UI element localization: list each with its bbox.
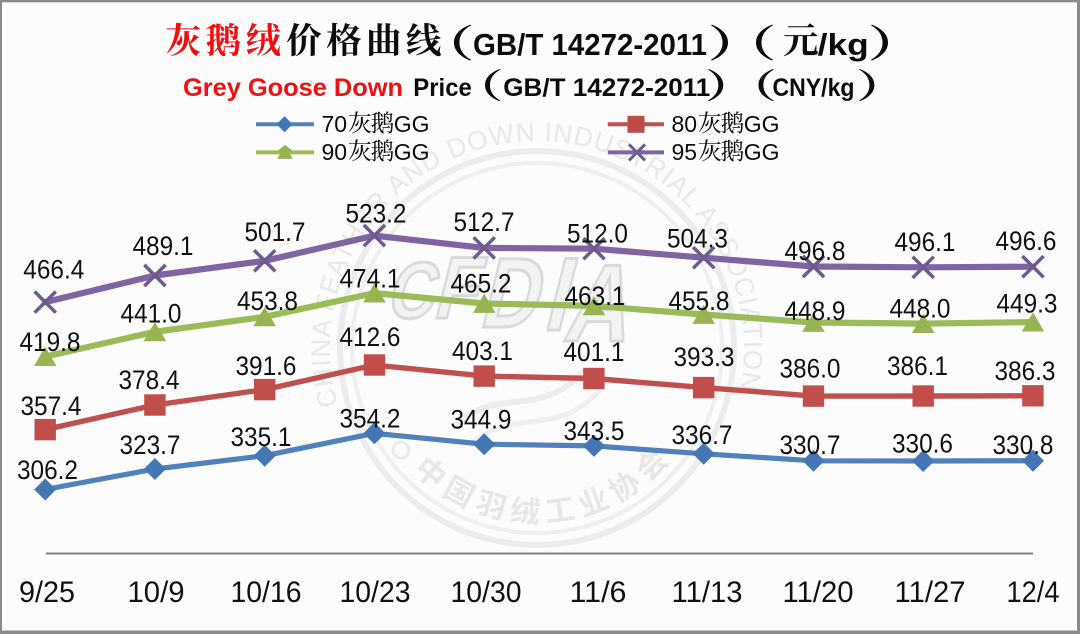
- svg-text:95: 95: [672, 139, 698, 165]
- svg-text:11/27: 11/27: [895, 576, 966, 609]
- svg-text:401.1: 401.1: [564, 337, 625, 367]
- svg-text:10/16: 10/16: [231, 576, 302, 609]
- svg-text:463.1: 463.1: [565, 281, 626, 311]
- svg-text:504.3: 504.3: [667, 224, 728, 254]
- svg-text:496.1: 496.1: [895, 227, 956, 257]
- svg-text:412.6: 412.6: [340, 322, 401, 352]
- svg-text:330.8: 330.8: [993, 430, 1054, 460]
- svg-text:465.2: 465.2: [451, 269, 512, 299]
- svg-text:306.2: 306.2: [17, 455, 78, 485]
- svg-text:496.6: 496.6: [996, 226, 1057, 256]
- svg-text:386.3: 386.3: [995, 356, 1056, 386]
- svg-text:403.1: 403.1: [452, 336, 513, 366]
- svg-text:501.7: 501.7: [245, 217, 306, 247]
- svg-text:357.4: 357.4: [21, 391, 82, 421]
- svg-text:Grey Goose Down: Grey Goose Down: [183, 74, 403, 102]
- svg-text:386.0: 386.0: [780, 354, 841, 384]
- svg-text:474.1: 474.1: [340, 264, 401, 294]
- svg-text:419.8: 419.8: [20, 327, 81, 357]
- svg-text:90: 90: [322, 139, 348, 165]
- svg-text:Price: Price: [413, 74, 472, 102]
- svg-text:GG: GG: [744, 111, 780, 137]
- svg-text:523.2: 523.2: [346, 199, 407, 229]
- svg-text:GG: GG: [744, 139, 780, 165]
- svg-text:11/6: 11/6: [570, 576, 627, 609]
- svg-text:10/9: 10/9: [128, 576, 185, 609]
- svg-text:10/23: 10/23: [340, 576, 411, 609]
- svg-text:354.2: 354.2: [340, 404, 401, 434]
- svg-text:GG: GG: [394, 111, 430, 137]
- svg-text:455.8: 455.8: [669, 286, 730, 316]
- svg-text:323.7: 323.7: [120, 430, 181, 460]
- svg-text:330.6: 330.6: [892, 429, 953, 459]
- svg-text:11/13: 11/13: [672, 576, 743, 609]
- svg-text:9/25: 9/25: [19, 576, 75, 609]
- svg-text:10/30: 10/30: [451, 576, 522, 609]
- svg-text:512.7: 512.7: [454, 207, 515, 237]
- svg-text:441.0: 441.0: [121, 299, 182, 329]
- svg-text:378.4: 378.4: [119, 365, 180, 395]
- svg-text:335.1: 335.1: [231, 422, 292, 452]
- svg-text:70: 70: [322, 111, 348, 137]
- svg-text:GG: GG: [394, 139, 430, 165]
- svg-text:449.3: 449.3: [997, 289, 1058, 319]
- svg-text:391.6: 391.6: [236, 351, 297, 381]
- svg-text:GB/T 14272-2011: GB/T 14272-2011: [503, 74, 710, 102]
- svg-text:344.9: 344.9: [451, 405, 512, 435]
- svg-text:336.7: 336.7: [672, 420, 733, 450]
- svg-text:12/4: 12/4: [1007, 576, 1060, 609]
- svg-text:448.0: 448.0: [890, 294, 951, 324]
- svg-text:GB/T 14272-2011: GB/T 14272-2011: [473, 27, 707, 62]
- svg-text:80: 80: [672, 111, 698, 137]
- svg-text:330.7: 330.7: [780, 430, 841, 460]
- svg-text:448.9: 448.9: [785, 296, 846, 326]
- svg-text:512.0: 512.0: [567, 219, 628, 249]
- svg-text:386.1: 386.1: [887, 351, 948, 381]
- svg-text:393.3: 393.3: [674, 342, 735, 372]
- svg-text:489.1: 489.1: [133, 231, 194, 261]
- svg-text:496.8: 496.8: [785, 236, 846, 266]
- svg-text:343.5: 343.5: [564, 416, 625, 446]
- svg-text:11/20: 11/20: [783, 576, 854, 609]
- svg-text:453.8: 453.8: [237, 286, 298, 316]
- svg-text:466.4: 466.4: [23, 255, 84, 285]
- svg-text:/kg: /kg: [818, 27, 869, 62]
- svg-text:CNY/kg: CNY/kg: [773, 74, 855, 102]
